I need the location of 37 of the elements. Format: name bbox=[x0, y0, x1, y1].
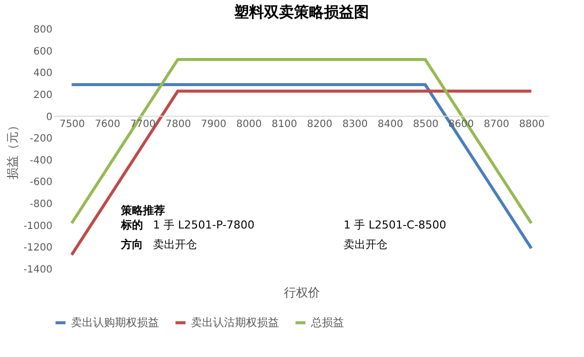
y-tick-label: -200 bbox=[30, 134, 52, 145]
y-tick-label: 0 bbox=[46, 112, 52, 123]
x-axis-title: 行权价 bbox=[284, 286, 320, 300]
x-tick-label: 8500 bbox=[413, 118, 438, 130]
annotation: 卖出开仓 bbox=[344, 238, 388, 251]
x-tick-label: 7900 bbox=[200, 118, 226, 130]
annotation: 策略推荐 bbox=[120, 204, 165, 218]
annotation: 1 手 L2501-P-7800 bbox=[153, 218, 254, 232]
y-tick-label: 400 bbox=[33, 68, 52, 80]
annotation: 标的 bbox=[120, 218, 143, 232]
legend-label: 卖出认沽期权损益 bbox=[191, 316, 279, 329]
y-tick-label: -1200 bbox=[23, 242, 52, 254]
x-tick-label: 7500 bbox=[59, 118, 85, 130]
y-tick-label: 600 bbox=[33, 46, 52, 58]
x-tick-label: 8400 bbox=[378, 118, 404, 130]
y-tick-label: -400 bbox=[30, 155, 52, 166]
y-tick-label: -1400 bbox=[23, 264, 52, 276]
annotation: 方向 bbox=[120, 238, 143, 251]
x-tick-label: 7600 bbox=[94, 118, 120, 130]
x-tick-label: 8700 bbox=[484, 118, 510, 130]
legend-label: 卖出认购期权损益 bbox=[71, 316, 159, 329]
y-tick-label: -600 bbox=[30, 177, 52, 188]
y-tick-label: 800 bbox=[33, 24, 52, 36]
x-tick-label: 8100 bbox=[272, 118, 298, 130]
x-tick-label: 8300 bbox=[342, 118, 368, 130]
y-axis-title: 损益（元） bbox=[5, 120, 20, 180]
y-tick-label: -1000 bbox=[23, 220, 52, 232]
legend-label: 总损益 bbox=[310, 316, 344, 329]
annotation: 卖出开仓 bbox=[153, 238, 197, 251]
x-tick-label: 7800 bbox=[166, 118, 191, 130]
x-tick-label: 8000 bbox=[236, 118, 262, 130]
chart-title: 塑料双卖策略损益图 bbox=[233, 3, 369, 21]
x-tick-label: 8800 bbox=[519, 118, 545, 130]
x-tick-label: 8200 bbox=[306, 118, 332, 130]
y-tick-label: -800 bbox=[30, 199, 52, 210]
annotation: 1 手 L2501-C-8500 bbox=[344, 218, 446, 232]
y-tick-label: 200 bbox=[33, 90, 52, 101]
